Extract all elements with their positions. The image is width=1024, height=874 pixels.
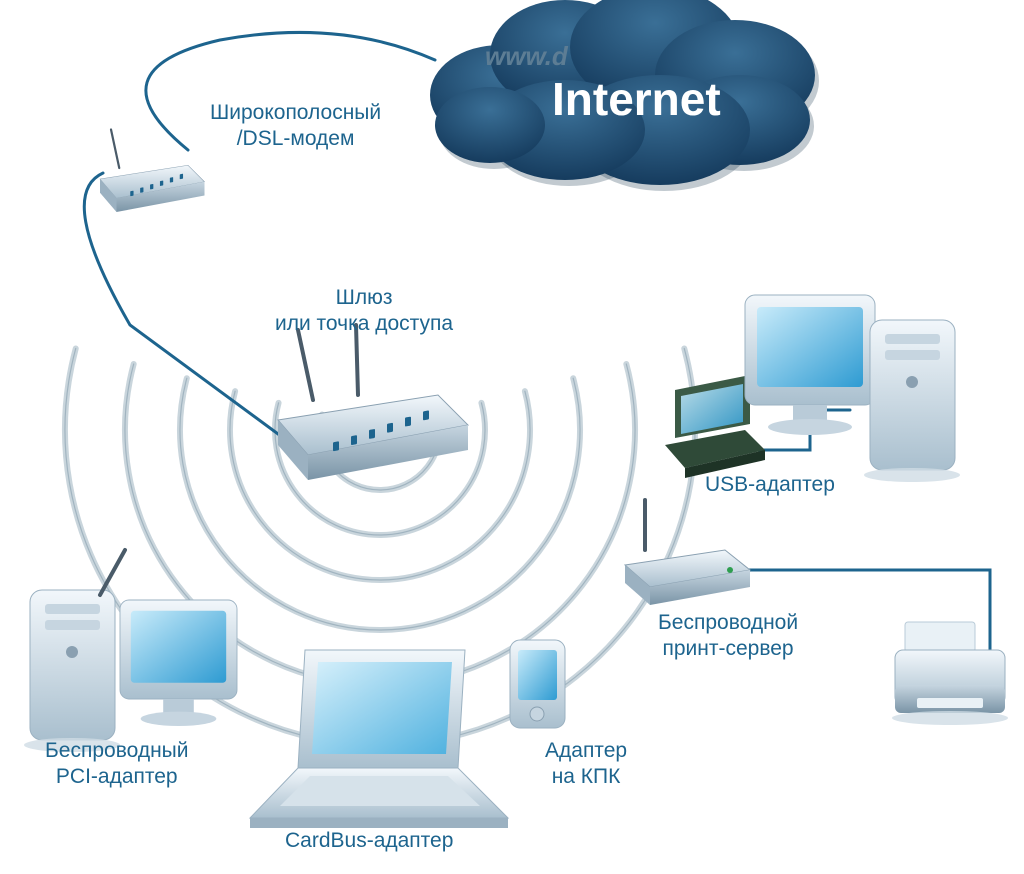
print-server-icon <box>625 500 750 605</box>
laptop-icon <box>250 650 508 828</box>
pc-tower-right-icon <box>864 320 960 482</box>
label-pda-adapter: Адаптер на КПК <box>545 738 627 791</box>
label-cardbus: CardBus-адаптер <box>285 828 453 854</box>
monitor-left-icon <box>120 600 237 726</box>
dsl-modem-icon <box>100 130 205 213</box>
wireless-router-icon <box>278 325 468 480</box>
pda-icon <box>510 640 565 728</box>
pc-tower-left-icon <box>24 550 125 752</box>
label-pci-adapter: Беспроводный PCI-адаптер <box>45 738 189 791</box>
label-print-server: Беспроводной принт-сервер <box>658 610 798 663</box>
printer-icon <box>892 622 1008 725</box>
label-router: Шлюз или точка доступа <box>275 285 453 338</box>
monitor-right-icon <box>745 295 875 435</box>
label-modem: Широкополосный /DSL-модем <box>210 100 381 153</box>
label-usb-adapter: USB-адаптер <box>705 472 835 498</box>
network-diagram: www.dInternet Широкополосный /DSL-модемШ… <box>0 0 1024 874</box>
